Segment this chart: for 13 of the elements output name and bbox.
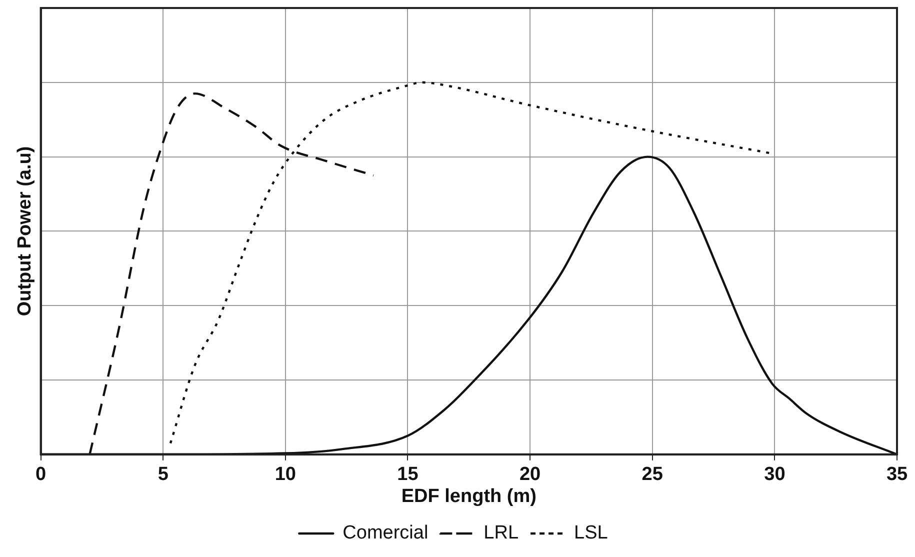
- x-tick-label: 25: [642, 464, 664, 486]
- legend-label: Comercial: [342, 522, 428, 544]
- x-tick-label: 10: [274, 464, 296, 486]
- x-axis-title: EDF length (m): [401, 486, 536, 507]
- x-tick-label: 20: [519, 464, 541, 486]
- x-tick-label: 5: [158, 464, 169, 486]
- x-tick-label: 30: [764, 464, 786, 486]
- y-axis-title: Output Power (a.u): [14, 146, 36, 316]
- legend-label: LRL: [484, 522, 519, 544]
- x-tick-label: 35: [886, 464, 908, 486]
- x-tick-label: 15: [397, 464, 419, 486]
- legend-label: LSL: [574, 522, 608, 544]
- x-tick-label: 0: [36, 464, 46, 486]
